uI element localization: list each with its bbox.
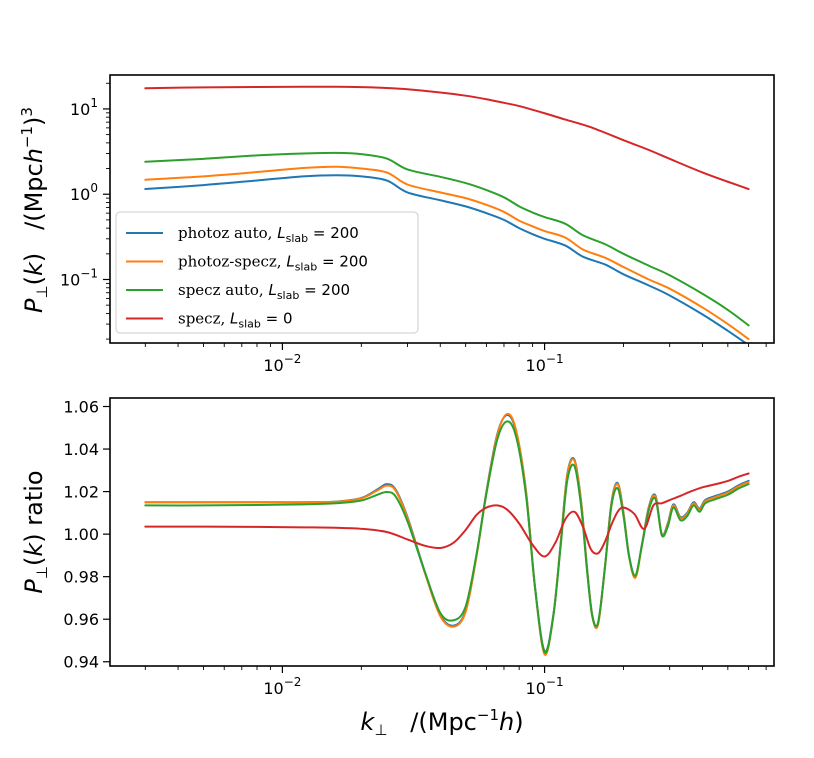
y-tick-label: 0.94 — [63, 653, 99, 672]
series-line-photoz-specz — [144, 165, 750, 341]
top-panel: 10−2 10−1 101 100 10−1 P⊥(k) /(Mpch−1)3 pho… — [18, 74, 775, 375]
series-line-specz — [144, 85, 750, 191]
y-tick-label: 1.02 — [63, 483, 99, 502]
y-tick-label: 10−1 — [60, 266, 98, 289]
x-tick-label: 10−1 — [526, 675, 564, 698]
bottom-y-ticks: 0.94 0.96 0.98 1.00 1.02 1.04 1.06 — [63, 398, 110, 672]
legend: photoz auto, Lslab = 200 photoz-specz, Ls… — [115, 211, 419, 334]
y-tick-label: 100 — [70, 181, 98, 204]
x-tick-label: 10−2 — [263, 675, 301, 698]
y-tick-label: 1.00 — [63, 525, 99, 544]
top-series-group — [144, 85, 750, 343]
y-tick-label: 1.04 — [63, 440, 99, 459]
bottom-panel: 10−2 10−1 0.94 0.96 0.98 1.00 1.02 1.04 1.06 P⊥… — [20, 397, 775, 739]
x-tick-label: 10−2 — [263, 352, 301, 375]
top-x-ticks: 10−2 10−1 — [144, 343, 767, 375]
top-y-ticks: 101 100 10−1 — [60, 82, 110, 340]
x-axis-label: k⊥ /(Mpc−1h) — [360, 706, 523, 739]
legend-entry-label: specz, Lslab = 0 — [178, 310, 293, 331]
bottom-x-ticks: 10−2 10−1 — [144, 666, 767, 698]
bottom-series-group — [144, 412, 750, 656]
top-y-axis-label: P⊥(k) /(Mpch−1)3 — [18, 107, 51, 313]
legend-entry-label: photoz auto, Lslab = 200 — [178, 224, 359, 245]
x-tick-label: 10−1 — [526, 352, 564, 375]
series-line-specz-auto — [144, 151, 750, 327]
y-tick-label: 0.96 — [63, 610, 99, 629]
legend-entries: photoz auto, Lslab = 200 photoz-specz, Ls… — [126, 224, 368, 331]
bottom-y-axis-label: P⊥(k) ratio — [20, 470, 51, 593]
series-line-specz-auto — [144, 420, 750, 654]
legend-entry-label: photoz-specz, Lslab = 200 — [178, 253, 368, 274]
y-tick-label: 1.06 — [63, 398, 99, 417]
series-line-photoz-auto — [144, 174, 748, 343]
legend-entry-label: specz auto, Lslab = 200 — [178, 281, 350, 302]
y-tick-label: 0.98 — [63, 568, 99, 587]
y-tick-label: 101 — [70, 96, 98, 119]
bottom-axes-frame — [109, 397, 775, 667]
series-line-specz — [144, 472, 750, 558]
legend-box — [115, 211, 419, 334]
top-axes-frame — [109, 74, 775, 344]
